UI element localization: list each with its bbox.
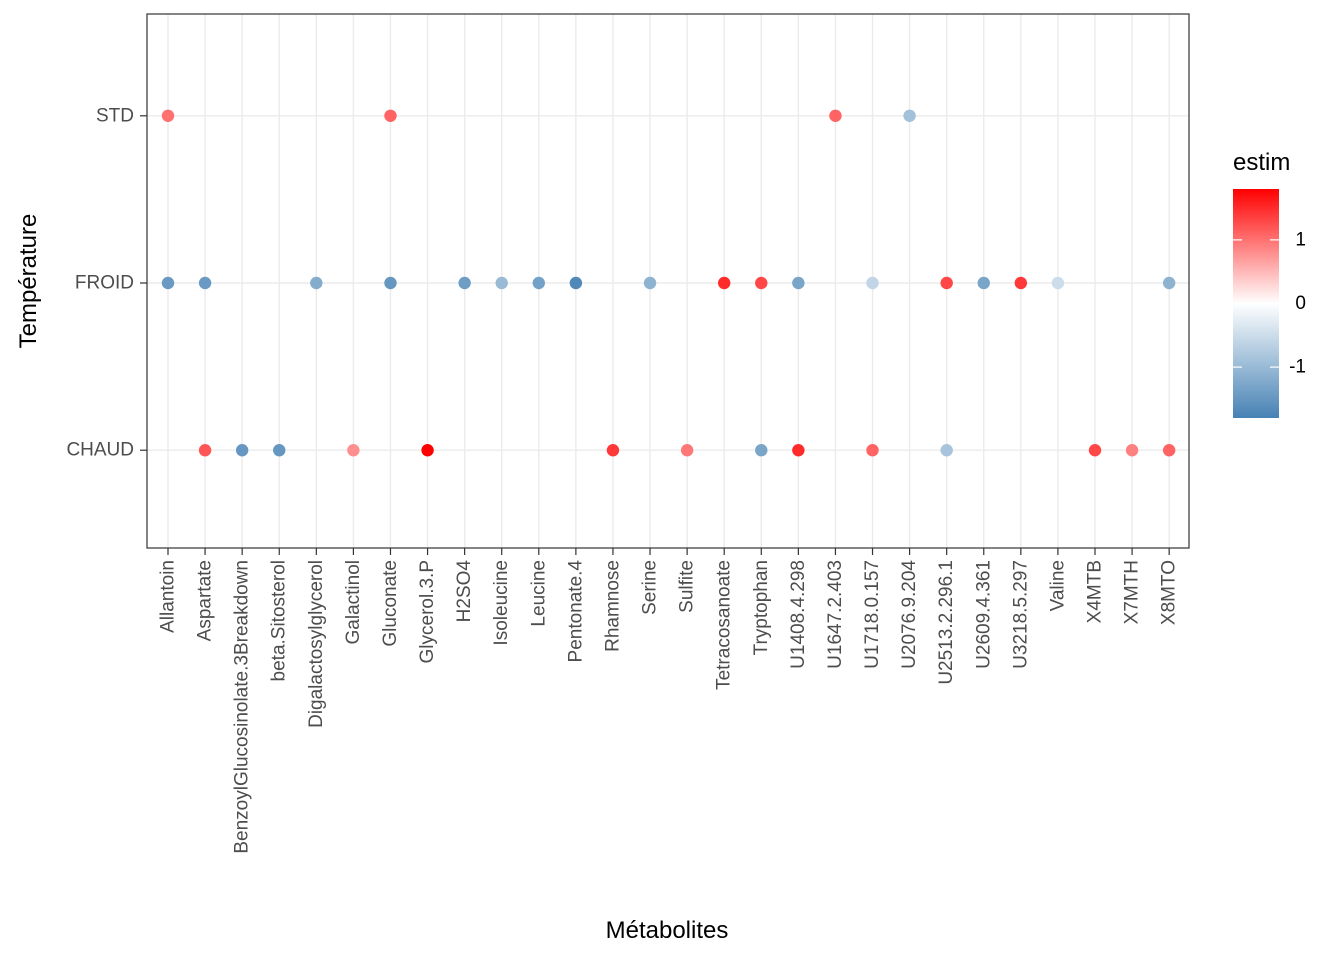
x-tick-label: U2513.2.296.1	[936, 560, 957, 685]
data-point	[569, 276, 583, 290]
x-tick-label: U1718.0.157	[862, 560, 883, 669]
data-point	[384, 276, 397, 290]
data-point	[792, 276, 805, 290]
x-tick-label: beta.Sitosterol	[269, 560, 290, 681]
x-tick-label: Isoleucine	[491, 560, 512, 646]
x-tick-label: X8MTO	[1159, 560, 1180, 625]
legend-ticks: 1 0 -1	[1233, 229, 1306, 378]
legend-tick-label: 0	[1295, 293, 1306, 314]
data-point	[903, 109, 916, 123]
x-tick-label: Sulfite	[677, 560, 698, 613]
data-point	[532, 276, 545, 290]
x-axis-title: Métabolites	[606, 917, 729, 944]
data-point	[161, 109, 175, 123]
data-point	[755, 276, 768, 290]
x-tick-label: X7MTH	[1122, 560, 1143, 624]
y-tick-label: STD	[96, 105, 134, 126]
data-point	[866, 276, 879, 290]
data-point	[273, 444, 286, 457]
data-point	[792, 444, 805, 457]
data-point	[198, 276, 212, 290]
data-point	[977, 276, 990, 290]
x-tick-label: U1647.2.403	[825, 560, 846, 669]
y-tick-label: FROID	[75, 273, 134, 294]
data-point	[940, 276, 953, 290]
x-tick-label: Digalactosylglycerol	[306, 560, 327, 728]
x-tick-label: BenzoylGlucosinolate.3Breakdown	[232, 560, 253, 854]
data-point	[1162, 276, 1176, 290]
data-point	[1125, 444, 1139, 457]
legend-tick-label: -1	[1289, 357, 1306, 378]
x-tick-label: Leucine	[528, 560, 549, 627]
data-point	[755, 444, 768, 457]
x-tick-label: Tetracosanoate	[714, 560, 735, 690]
plot-background	[147, 14, 1189, 548]
data-point	[643, 276, 657, 290]
x-tick-label: U1408.4.298	[788, 560, 809, 669]
data-point	[1162, 444, 1176, 457]
data-point	[606, 444, 620, 457]
data-point	[458, 276, 471, 290]
x-tick-label: Aspartate	[195, 560, 216, 641]
x-axis: Allantoin Aspartate BenzoylGlucosinolate.3…	[158, 548, 1180, 854]
data-point	[421, 444, 434, 457]
x-tick-label: Rhamnose	[602, 560, 623, 652]
x-tick-label: Tryptophan	[751, 560, 772, 655]
data-point	[1088, 444, 1102, 457]
plot-border	[146, 13, 1190, 549]
x-tick-label: U2609.4.361	[973, 560, 994, 669]
legend-tick-label: 1	[1295, 229, 1306, 250]
x-tick-label: X4MTB	[1085, 560, 1106, 623]
data-point	[198, 444, 212, 457]
x-tick-label: Gluconate	[380, 560, 401, 647]
x-tick-label: Serine	[640, 560, 661, 615]
data-point	[1051, 276, 1065, 290]
y-tick-label: CHAUD	[66, 440, 134, 461]
data-point	[829, 109, 842, 123]
data-point	[680, 444, 694, 457]
data-point	[347, 444, 360, 457]
data-point	[384, 109, 397, 123]
x-tick-label: Allantoin	[158, 560, 179, 633]
y-axis: CHAUD FROID STD	[66, 105, 147, 461]
x-tick-label: Galactinol	[343, 560, 364, 645]
data-point	[495, 276, 508, 290]
data-point	[161, 276, 175, 290]
data-point	[235, 444, 249, 457]
data-point	[940, 444, 953, 457]
x-tick-label: Pentonate.4	[565, 560, 586, 663]
legend-title: estim	[1233, 149, 1290, 176]
x-tick-label: Glycerol.3.P	[417, 560, 438, 663]
data-points	[161, 109, 1176, 457]
data-point	[866, 444, 879, 457]
data-point	[1014, 276, 1028, 290]
color-legend: estim 1 0 -1	[1233, 149, 1306, 418]
x-tick-label: U3218.5.297	[1010, 560, 1031, 669]
y-axis-title: Température	[15, 214, 42, 349]
x-tick-label: Valine	[1047, 560, 1068, 611]
x-tick-label: H2SO4	[454, 560, 475, 623]
data-point	[718, 276, 731, 290]
x-tick-label: U2076.9.204	[899, 560, 920, 669]
data-point	[310, 276, 323, 290]
